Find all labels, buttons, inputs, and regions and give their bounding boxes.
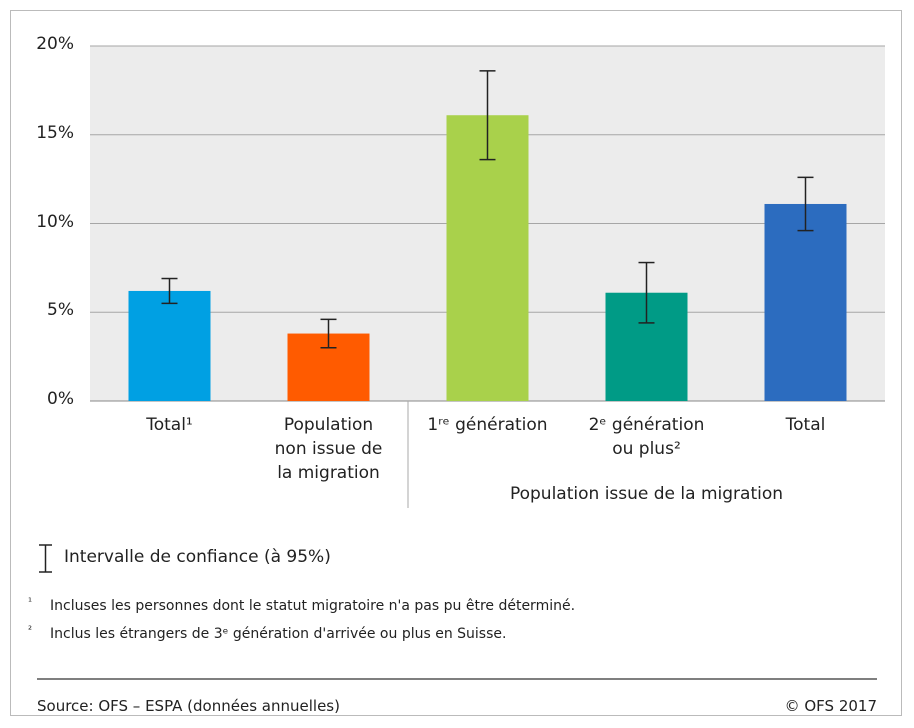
error-bar — [479, 70, 496, 161]
error-bar — [161, 277, 178, 305]
x-tick-label: Population non issue de la migration — [274, 415, 383, 483]
y-tick-label: 10% — [36, 211, 74, 232]
bar — [764, 203, 847, 401]
footnote: ¹ Incluses les personnes dont le statut m… — [28, 597, 576, 614]
footnote: ² Inclus les étrangers de 3ᵉ génération d… — [28, 625, 507, 642]
footnote-marker: ² — [28, 625, 33, 636]
x-tick-label: 2ᵉ génération ou plus² — [588, 415, 705, 459]
footnote-text: Inclus les étrangers de 3ᵉ génération d'… — [50, 626, 507, 642]
y-tick-label: 15% — [36, 122, 74, 143]
source: Source: OFS – ESPA (données annuelles) — [37, 697, 340, 715]
x-tick-label: Total — [785, 415, 826, 435]
x-tick-label: Total¹ — [146, 415, 193, 435]
x-tick-label: 1ʳᵉ génération — [427, 415, 548, 435]
error-bar — [797, 176, 814, 232]
legend-icon — [39, 544, 52, 573]
copyright: © OFS 2017 — [784, 697, 877, 715]
bar — [446, 115, 529, 401]
y-tick-label: 5% — [47, 300, 74, 321]
error-bar — [320, 318, 337, 349]
error-bar — [638, 261, 655, 324]
frame — [10, 10, 902, 716]
footnote-text: Incluses les personnes dont le statut mi… — [50, 598, 576, 614]
bar — [128, 290, 211, 401]
y-tick-label: 20% — [36, 34, 74, 54]
y-tick-label: 0% — [47, 389, 74, 409]
footnote-marker: ¹ — [28, 597, 33, 608]
legend-label: Intervalle de confiance (à 95%) — [64, 547, 331, 567]
group-label: Population issue de la migration — [509, 484, 784, 504]
